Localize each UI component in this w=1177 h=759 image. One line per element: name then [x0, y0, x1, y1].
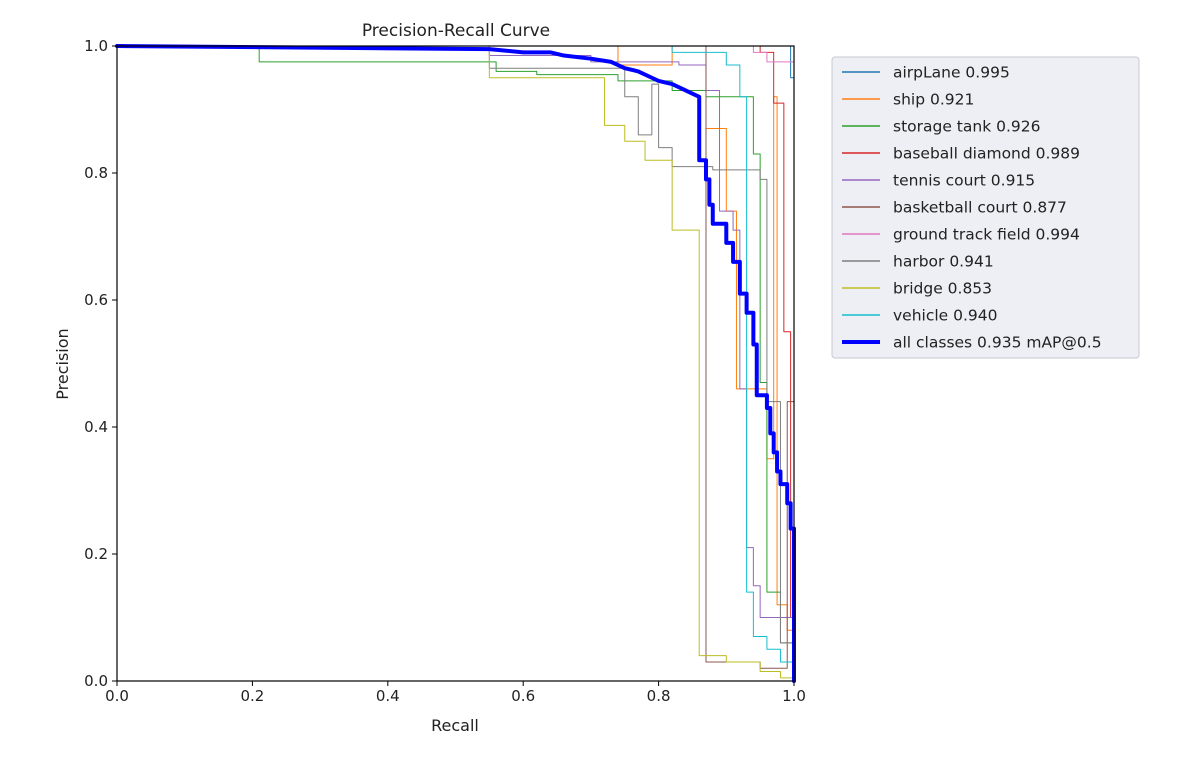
legend-label-airplane-0-995: airpLane 0.995: [893, 64, 1010, 82]
y-axis: 0.0 0.2 0.4 0.6 0.8 1.0: [84, 37, 117, 690]
series-line-bridge-0-853: [116, 45, 795, 682]
plot-area: [115, 44, 796, 683]
y-tick-label: 0.8: [84, 164, 108, 182]
y-tick-label: 0.6: [84, 291, 108, 309]
chart-title: Precision-Recall Curve: [362, 21, 550, 41]
legend-frame: [831, 56, 1140, 359]
y-axis-label: Precision: [53, 328, 72, 399]
legend-items: airpLane 0.995 ship 0.921 storage tank 0.9…: [842, 64, 1102, 352]
x-axis: 0.0 0.2 0.4 0.6 0.8 1.0: [105, 681, 806, 705]
series-layer: [115, 44, 796, 683]
legend-label-basketball-court-0-877: basketball court 0.877: [893, 199, 1067, 217]
legend-label-all-classes-0-935-map-0-5: all classes 0.935 mAP@0.5: [893, 334, 1102, 352]
x-tick-label: 0.8: [647, 687, 671, 705]
x-tick-label: 1.0: [782, 687, 806, 705]
y-tick-label: 1.0: [84, 37, 108, 55]
plot-frame: [116, 45, 795, 682]
legend-label-harbor-0-941: harbor 0.941: [893, 253, 994, 271]
legend-label-storage-tank-0-926: storage tank 0.926: [893, 118, 1041, 136]
legend: airpLane 0.995 ship 0.921 storage tank 0.9…: [831, 56, 1140, 359]
legend-label-bridge-0-853: bridge 0.853: [893, 280, 992, 298]
legend-label-baseball-diamond-0-989: baseball diamond 0.989: [893, 145, 1080, 163]
series-line-vehicle-0-940: [116, 45, 795, 682]
legend-label-tennis-court-0-915: tennis court 0.915: [893, 172, 1035, 190]
legend-label-vehicle-0-940: vehicle 0.940: [893, 307, 998, 325]
x-axis-label: Recall: [431, 716, 479, 735]
series-line-all-classes-0-935-map-0-5: [115, 44, 796, 683]
x-tick-label: 0.4: [376, 687, 400, 705]
y-tick-label: 0.2: [84, 545, 108, 563]
series-line-ship-0-921: [116, 45, 795, 682]
y-tick-label: 0.0: [84, 672, 108, 690]
x-tick-label: 0.2: [240, 687, 264, 705]
series-line-harbor-0-941: [116, 45, 795, 682]
legend-label-ship-0-921: ship 0.921: [893, 91, 974, 109]
x-tick-label: 0.0: [105, 687, 129, 705]
x-tick-label: 0.6: [511, 687, 535, 705]
y-tick-label: 0.4: [84, 418, 108, 436]
legend-label-ground-track-field-0-994: ground track field 0.994: [893, 226, 1080, 244]
